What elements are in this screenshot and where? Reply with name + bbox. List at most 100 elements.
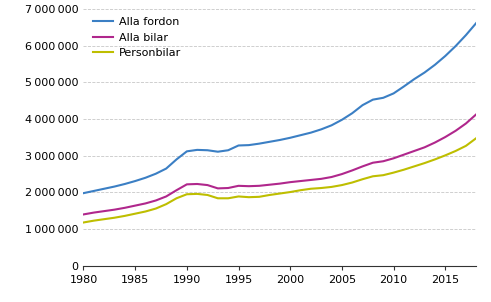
- Alla bilar: [153, 199, 159, 202]
- Alla fordon: [184, 149, 190, 153]
- Alla fordon: [111, 185, 117, 188]
- Personbilar: [339, 183, 345, 187]
- Alla fordon: [411, 77, 417, 81]
- Alla fordon: [422, 71, 428, 74]
- Alla bilar: [432, 141, 438, 144]
- Alla fordon: [349, 111, 355, 115]
- Personbilar: [225, 197, 231, 200]
- Alla bilar: [339, 172, 345, 176]
- Alla bilar: [381, 159, 386, 163]
- Alla bilar: [267, 183, 273, 187]
- Alla fordon: [81, 191, 86, 195]
- Alla bilar: [215, 187, 221, 190]
- Alla bilar: [308, 178, 314, 182]
- Personbilar: [101, 217, 107, 221]
- Personbilar: [401, 168, 407, 172]
- Personbilar: [463, 144, 469, 148]
- Alla fordon: [256, 142, 262, 146]
- Alla bilar: [132, 204, 138, 207]
- Personbilar: [298, 188, 303, 192]
- Personbilar: [442, 154, 448, 157]
- Alla bilar: [411, 149, 417, 153]
- Alla fordon: [225, 149, 231, 152]
- Line: Alla bilar: Alla bilar: [83, 114, 476, 214]
- Alla fordon: [277, 138, 283, 142]
- Alla bilar: [91, 211, 97, 214]
- Alla fordon: [287, 136, 293, 140]
- Personbilar: [359, 177, 365, 181]
- Personbilar: [256, 195, 262, 199]
- Alla fordon: [442, 54, 448, 58]
- Alla fordon: [173, 158, 179, 161]
- Alla fordon: [163, 167, 169, 170]
- Alla bilar: [256, 184, 262, 188]
- Alla bilar: [246, 184, 252, 188]
- Alla bilar: [225, 186, 231, 190]
- Personbilar: [267, 193, 273, 197]
- Alla bilar: [442, 135, 448, 139]
- Personbilar: [142, 210, 148, 213]
- Alla fordon: [463, 33, 469, 37]
- Personbilar: [91, 219, 97, 223]
- Personbilar: [111, 216, 117, 220]
- Alla fordon: [246, 143, 252, 147]
- Alla fordon: [432, 63, 438, 67]
- Alla bilar: [422, 146, 428, 149]
- Personbilar: [432, 158, 438, 161]
- Personbilar: [277, 192, 283, 195]
- Alla fordon: [318, 127, 324, 131]
- Alla fordon: [194, 148, 200, 152]
- Personbilar: [473, 136, 479, 140]
- Alla bilar: [349, 169, 355, 172]
- Personbilar: [391, 171, 397, 175]
- Alla bilar: [184, 182, 190, 186]
- Alla fordon: [381, 96, 386, 100]
- Alla bilar: [163, 195, 169, 198]
- Alla fordon: [91, 189, 97, 193]
- Alla fordon: [339, 118, 345, 122]
- Alla bilar: [453, 129, 459, 133]
- Personbilar: [453, 149, 459, 153]
- Personbilar: [236, 195, 242, 198]
- Personbilar: [370, 175, 376, 178]
- Alla bilar: [318, 177, 324, 181]
- Alla bilar: [81, 213, 86, 216]
- Personbilar: [349, 181, 355, 184]
- Alla bilar: [122, 206, 128, 210]
- Alla fordon: [370, 98, 376, 101]
- Personbilar: [132, 212, 138, 216]
- Alla fordon: [205, 149, 211, 152]
- Personbilar: [287, 190, 293, 194]
- Alla bilar: [173, 188, 179, 192]
- Alla fordon: [101, 187, 107, 191]
- Alla bilar: [111, 208, 117, 211]
- Alla bilar: [473, 113, 479, 116]
- Alla fordon: [401, 85, 407, 88]
- Alla bilar: [328, 175, 334, 179]
- Personbilar: [381, 173, 386, 177]
- Alla fordon: [308, 131, 314, 134]
- Alla fordon: [236, 144, 242, 147]
- Alla fordon: [453, 44, 459, 48]
- Alla bilar: [370, 161, 376, 165]
- Alla fordon: [473, 21, 479, 25]
- Personbilar: [173, 197, 179, 200]
- Personbilar: [205, 193, 211, 197]
- Alla fordon: [132, 179, 138, 183]
- Personbilar: [328, 185, 334, 189]
- Line: Personbilar: Personbilar: [83, 138, 476, 223]
- Personbilar: [308, 187, 314, 191]
- Personbilar: [411, 165, 417, 168]
- Alla bilar: [298, 179, 303, 183]
- Alla bilar: [277, 182, 283, 185]
- Personbilar: [122, 214, 128, 218]
- Personbilar: [246, 195, 252, 199]
- Personbilar: [194, 192, 200, 196]
- Alla bilar: [391, 156, 397, 160]
- Legend: Alla fordon, Alla bilar, Personbilar: Alla fordon, Alla bilar, Personbilar: [93, 17, 181, 58]
- Line: Alla fordon: Alla fordon: [83, 23, 476, 193]
- Alla fordon: [215, 150, 221, 153]
- Alla bilar: [194, 182, 200, 186]
- Personbilar: [215, 197, 221, 200]
- Alla bilar: [236, 184, 242, 188]
